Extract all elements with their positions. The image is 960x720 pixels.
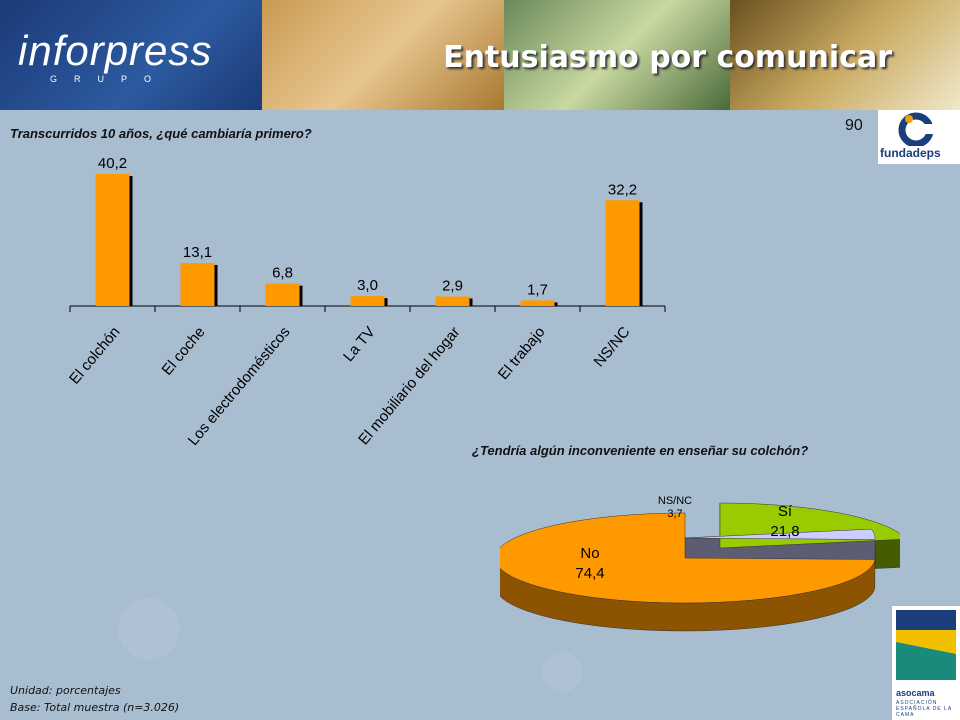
pie-slice-label: Sí [778, 503, 793, 520]
bar [520, 300, 555, 306]
pie-slice [500, 512, 876, 604]
inforpress-logo: inforpress GRUPO [18, 27, 213, 85]
bar [435, 296, 470, 306]
bar [95, 174, 130, 306]
footer-base: Base: Total muestra (n=3.026) [10, 701, 180, 714]
decorative-circle [118, 598, 180, 660]
bar [605, 200, 640, 306]
pie-slice-label: NS/NC [658, 495, 692, 507]
pie-slice [684, 528, 876, 540]
category-label: El coche [159, 324, 209, 379]
bar [180, 262, 215, 306]
banner-panel-1 [0, 0, 262, 110]
bar-value-label: 6,8 [272, 265, 293, 282]
bar-value-label: 2,9 [442, 277, 463, 294]
asocama-subtext: ASOCIACIÓN ESPAÑOLA DE LA CAMA [896, 700, 952, 718]
footer-unit: Unidad: porcentajes [10, 684, 121, 697]
asocama-logo: asocama ASOCIACIÓN ESPAÑOLA DE LA CAMA [892, 606, 960, 720]
pie-slice-value: 21,8 [770, 523, 799, 540]
fundadeps-text: fundadeps [880, 146, 941, 160]
banner-panel-4 [730, 0, 960, 110]
asocama-emblem-icon [896, 610, 956, 680]
bar [350, 296, 385, 306]
bar-chart-question: Transcurridos 10 años, ¿qué cambiaría pr… [10, 126, 312, 141]
category-label: El trabajo [495, 324, 549, 383]
bar-value-label: 1,7 [527, 281, 548, 298]
fundadeps-logo: fundadeps [878, 110, 960, 164]
pie-slice-value: 3,7 [667, 508, 682, 520]
category-label: El colchón [66, 324, 124, 388]
bar-value-label: 3,0 [357, 277, 378, 294]
pie-slice-label: No [580, 545, 599, 562]
pie-slice-value: 74,4 [575, 565, 604, 582]
pie-chart: Sí 21,8 NS/NC3,7 No 74,4 [500, 495, 900, 632]
banner-panel-3 [504, 0, 730, 110]
decorative-circle [542, 652, 582, 692]
bar [265, 283, 300, 306]
logo-subtext: GRUPO [50, 74, 169, 84]
bar-value-label: 13,1 [183, 244, 212, 261]
fundadeps-emblem-icon [898, 112, 934, 148]
slide-title: Entusiasmo por comunicar [443, 40, 892, 75]
bar-value-label: 40,2 [98, 155, 127, 172]
pie-chart-question: ¿Tendría algún inconveniente en enseñar … [472, 443, 809, 458]
bar-value-label: 32,2 [608, 181, 637, 198]
page-number: 90 [845, 117, 863, 134]
header-banner: inforpress GRUPO Entusiasmo por comunica… [0, 0, 960, 110]
category-label: La TV [340, 324, 379, 365]
asocama-text: asocama [896, 688, 935, 698]
logo-text: inforpress [18, 27, 213, 74]
category-label: NS/NC [591, 324, 634, 371]
banner-panel-2 [262, 0, 504, 110]
